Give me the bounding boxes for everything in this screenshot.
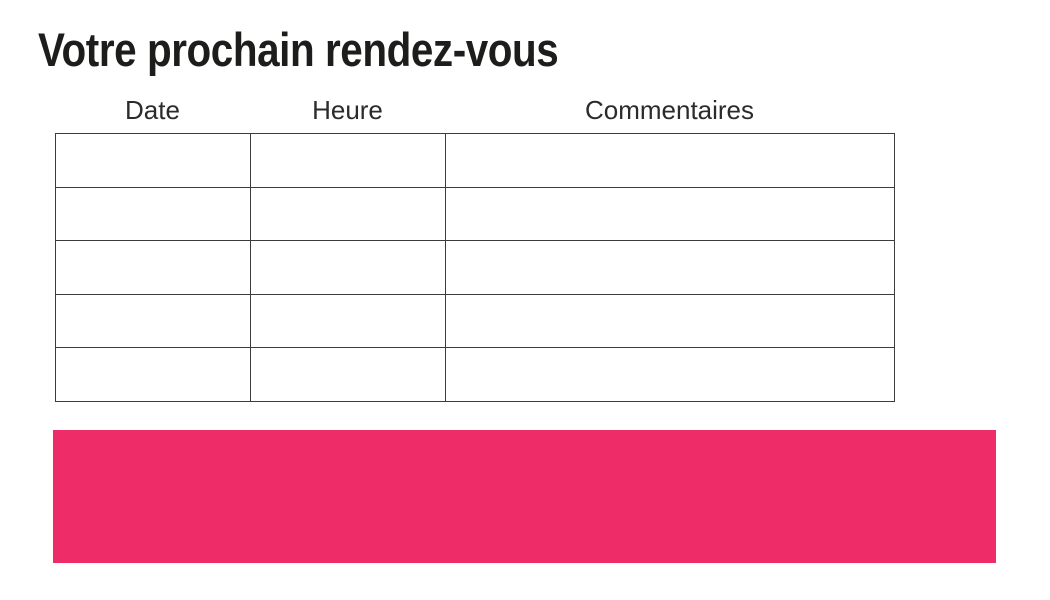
table-cell-date <box>55 133 251 188</box>
table-cell-heure <box>250 133 446 188</box>
column-header-date: Date <box>125 95 180 125</box>
appointments-table-body <box>55 133 895 402</box>
column-header-heure: Heure <box>312 95 383 125</box>
table-column-headers: Date Heure Commentaires <box>55 94 894 126</box>
accent-banner <box>53 430 996 563</box>
table-cell-commentaires <box>445 186 895 242</box>
table-cell-heure <box>250 347 446 402</box>
column-header-commentaires: Commentaires <box>584 95 755 125</box>
table-cell-commentaires <box>445 133 895 188</box>
table-row <box>55 293 895 349</box>
table-cell-heure <box>250 186 446 242</box>
table-cell-heure <box>250 293 446 349</box>
table-cell-heure <box>250 240 446 295</box>
table-cell-commentaires <box>445 293 895 349</box>
table-cell-date <box>55 347 251 402</box>
table-row <box>55 133 895 188</box>
table-cell-commentaires <box>445 347 895 402</box>
table-cell-date <box>55 293 251 349</box>
table-cell-date <box>55 186 251 242</box>
table-row <box>55 347 895 402</box>
table-cell-commentaires <box>445 240 895 295</box>
page-title: Votre prochain rendez-vous <box>38 23 559 76</box>
table-row <box>55 186 895 242</box>
table-row <box>55 240 895 295</box>
table-cell-date <box>55 240 251 295</box>
appointments-table <box>55 133 895 402</box>
